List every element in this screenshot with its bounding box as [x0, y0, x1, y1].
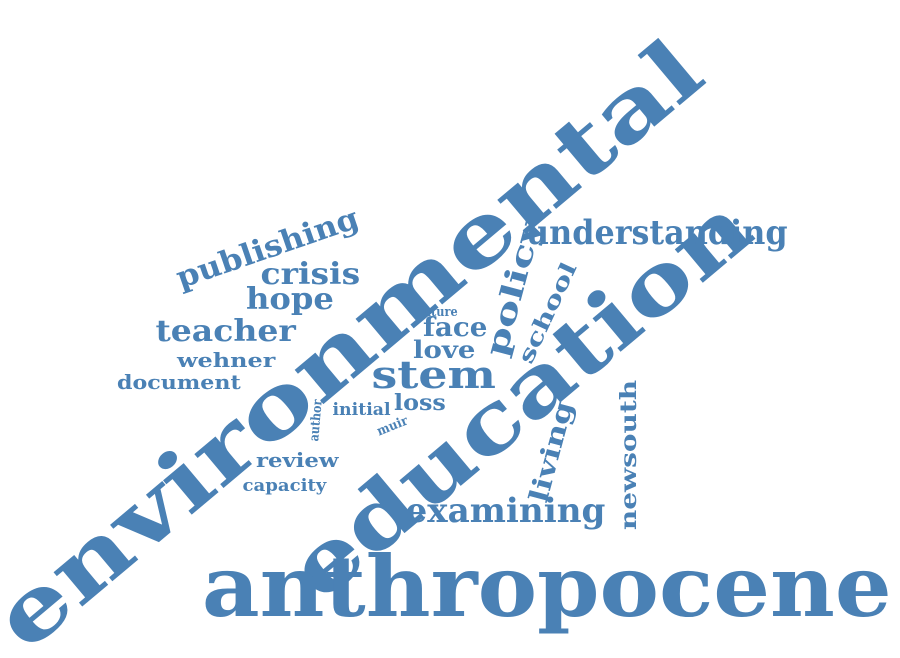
- word-face: face: [422, 313, 488, 343]
- word-newsouth: newsouth: [616, 379, 643, 531]
- word-initial: initial: [331, 399, 391, 420]
- word-author: author: [306, 398, 326, 442]
- word-anthropocene: anthropocene: [201, 537, 892, 636]
- word-wehner: wehner: [176, 348, 276, 372]
- word-hope: hope: [246, 282, 334, 317]
- word-review: review: [255, 448, 339, 472]
- word-crisis: crisis: [260, 257, 360, 292]
- word-teacher: teacher: [155, 314, 296, 349]
- word-loss: loss: [394, 390, 446, 416]
- word-understanding: understanding: [525, 213, 788, 253]
- word-future: future: [417, 304, 458, 320]
- word-capacity: capacity: [242, 475, 326, 496]
- word-document: document: [117, 370, 241, 394]
- word-love: love: [412, 335, 476, 364]
- word-stem: stem: [370, 352, 496, 397]
- word-examining: examining: [405, 491, 605, 531]
